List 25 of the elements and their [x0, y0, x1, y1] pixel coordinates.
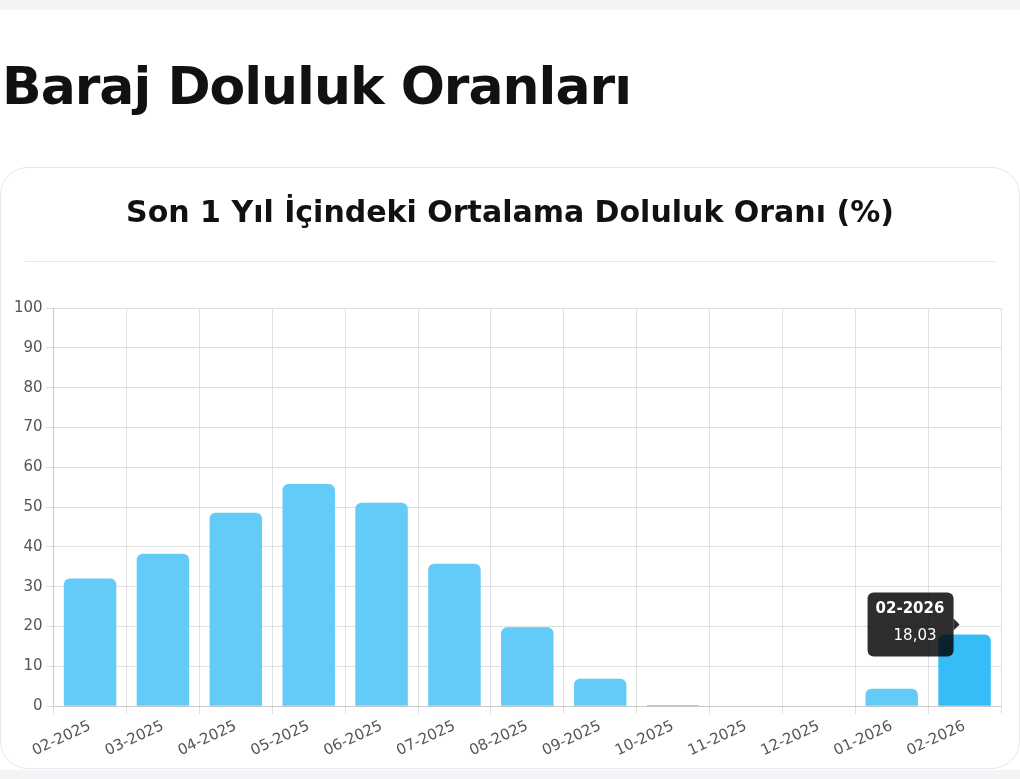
y-tick-label: 90	[23, 337, 43, 356]
y-tick-label: 40	[23, 536, 43, 555]
bar	[355, 502, 408, 706]
annotation: 18,03	[893, 626, 937, 645]
chart-title: Baraj Doluluk Oranları	[2, 56, 631, 116]
bar	[63, 578, 117, 706]
y-tick-label: 70	[23, 417, 43, 436]
chart-subtitle: Son 1 Yıl İçindeki Ortalama Doluluk Oranı (%)	[125, 194, 895, 229]
y-tick-label: 30	[23, 576, 43, 595]
bar	[428, 563, 481, 706]
bar	[282, 484, 335, 706]
y-tick-label: 0	[33, 696, 43, 715]
y-tick-label: 20	[23, 616, 43, 635]
bar	[209, 512, 263, 706]
bar	[938, 634, 991, 706]
y-tick-label: 100	[13, 297, 43, 316]
annotation: 02-2026	[875, 599, 945, 618]
bar	[136, 553, 190, 706]
y-tick-label: 10	[23, 656, 43, 675]
y-tick-label: 60	[23, 457, 43, 476]
bar	[501, 627, 554, 706]
y-tick-label: 50	[23, 496, 43, 515]
y-tick-label: 80	[23, 377, 43, 396]
bar	[865, 688, 918, 706]
bar	[573, 678, 627, 706]
